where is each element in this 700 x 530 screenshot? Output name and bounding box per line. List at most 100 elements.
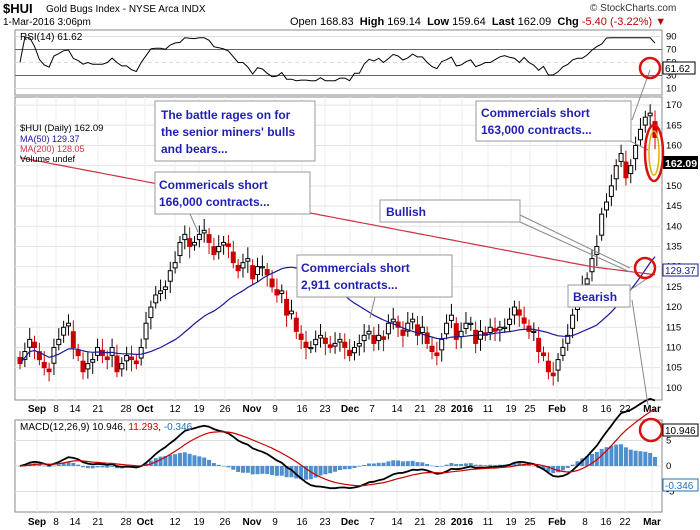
pointer-a2: [189, 213, 199, 233]
x-tick-label: 14: [69, 404, 81, 415]
svg-text:Bullish: Bullish: [386, 205, 426, 219]
macd-hist-bar: [313, 466, 318, 478]
x-tick-label-bottom: 19: [505, 517, 517, 528]
x-tick-label-bottom: 16: [296, 517, 308, 528]
x-tick-label: 8: [53, 404, 59, 415]
ma200-line: [19, 157, 656, 276]
x-tick-label: 14: [391, 404, 403, 415]
macd-hist-bar: [37, 464, 42, 466]
macd-hist-bar: [173, 454, 178, 466]
candle-body: [628, 165, 634, 175]
x-tick-label: Oct: [137, 404, 154, 415]
candle-body: [128, 356, 134, 361]
x-tick-label-bottom: Dec: [341, 517, 360, 528]
macd-hist-bar: [240, 466, 245, 473]
annotation-4: Commercials short 163,000 contracts...: [475, 100, 632, 142]
macd-hist-bar: [265, 466, 270, 475]
candle-body: [545, 360, 551, 373]
candle-body: [410, 318, 416, 323]
x-tick-label: 12: [169, 404, 181, 415]
candle-body: [196, 233, 202, 241]
candle-body: [90, 359, 96, 363]
candle-body: [109, 346, 115, 356]
macd-hist-tag: -0.346: [665, 481, 694, 492]
macd-value-tag: 10.946: [665, 426, 696, 437]
x-tick-label: 19: [505, 404, 517, 415]
macd-hist-bar: [328, 466, 333, 474]
rsi-tick-label: 10: [666, 84, 677, 95]
chart-marks: 1701651601551501451401351301251201151101…: [17, 32, 682, 528]
pointer-a3: [369, 296, 376, 319]
price-panel: [14, 96, 663, 401]
circle-price-inner: [648, 130, 660, 176]
annotation-2-line1: Commericals short: [159, 178, 268, 192]
macd-hist-bar: [643, 451, 648, 466]
candle-body: [647, 112, 653, 117]
macd-hist-bar: [425, 463, 430, 466]
macd-hist-bar: [177, 452, 182, 466]
candle-body: [119, 363, 125, 370]
macd-hist-bar: [100, 466, 105, 468]
candle-body: [240, 262, 246, 269]
candle-body: [487, 326, 493, 334]
macd-signal-line: [19, 409, 656, 487]
candle-body: [230, 251, 236, 264]
macd-hist-bar: [56, 464, 61, 466]
price-tick-label: 170: [666, 100, 682, 111]
x-tick-label-bottom: 9: [272, 517, 278, 528]
macd-hist-bar: [182, 452, 187, 466]
macd-hist-bar: [342, 466, 347, 470]
macd-hist-bar: [163, 455, 168, 466]
macd-hist-bar: [473, 464, 478, 466]
macd-hist-bar: [541, 466, 546, 470]
candle-body: [429, 345, 435, 353]
candle-body: [303, 341, 309, 348]
x-tick-label: 16: [296, 404, 308, 415]
low-value: 159.64: [452, 16, 486, 28]
candle-body: [255, 266, 261, 276]
macd-hist-bar: [376, 462, 381, 466]
candle-body: [177, 241, 183, 257]
candle-body: [61, 326, 67, 336]
macd-hist-bar: [381, 462, 386, 466]
candle-body: [507, 318, 513, 325]
candle-body: [337, 338, 343, 343]
macd-hist-bar: [619, 444, 624, 466]
annotation-4-line2: 163,000 contracts...: [481, 123, 592, 137]
macd-hist-bar: [396, 460, 401, 466]
candle-body: [182, 233, 188, 241]
macd-hist-bar: [493, 464, 498, 466]
candle-body: [327, 344, 333, 348]
macd-hist-bar: [614, 444, 619, 466]
x-tick-label-bottom: 11: [483, 517, 494, 528]
macd-hist-bar: [221, 465, 226, 467]
candle-body: [618, 153, 624, 162]
x-tick-label-bottom: 12: [169, 517, 181, 528]
macd-hist-bar: [415, 462, 420, 466]
candle-body: [492, 328, 498, 332]
macd-hist-bar: [260, 466, 265, 474]
ma-tag-box: [662, 263, 699, 277]
macd-hist-bar: [444, 464, 449, 466]
x-tick-label-bottom: 21: [92, 517, 104, 528]
x-tick-label: 8: [582, 404, 588, 415]
macd-hist-bar: [187, 453, 192, 466]
macd-hist-bar: [405, 461, 410, 466]
ma-tag: 129.37: [665, 266, 696, 277]
x-tick-label-bottom: 28: [120, 517, 132, 528]
macd-value-tag-box: [662, 423, 699, 437]
macd-hist-tag-box: [662, 478, 699, 492]
candle-body: [124, 355, 130, 362]
high-value: 169.14: [387, 16, 421, 28]
macd-hist-bar: [371, 463, 376, 466]
candle-body: [531, 330, 537, 334]
candle-body: [550, 372, 556, 377]
candle-body: [27, 338, 33, 348]
candle-body: [46, 368, 52, 373]
x-tick-label-bottom: 14: [69, 517, 81, 528]
macd-hist-bar: [463, 463, 468, 466]
chg-value: -5.40 (-3.22%): [581, 16, 653, 28]
candle-body: [502, 326, 508, 329]
candle-body: [468, 322, 474, 325]
macd-hist-bar: [420, 462, 425, 466]
